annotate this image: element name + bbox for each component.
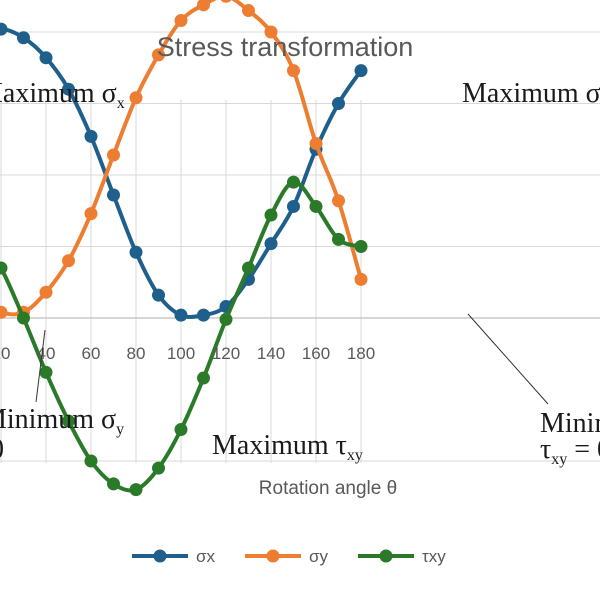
annotation-leader	[467, 313, 549, 405]
legend-label: τxy	[422, 547, 446, 566]
data-point	[84, 454, 98, 468]
data-point	[107, 477, 120, 491]
data-point	[197, 308, 210, 322]
legend-item-1: σx	[132, 547, 215, 566]
annotation-label: τxy = 0	[540, 434, 600, 468]
legend-item-3: τxy	[358, 547, 446, 566]
data-point	[332, 194, 345, 208]
annotation-label: Maximum τxy	[212, 430, 363, 464]
data-point	[354, 240, 368, 253]
data-point	[354, 64, 368, 78]
data-point	[0, 261, 8, 275]
x-tick-label: 80	[127, 344, 146, 363]
data-point	[220, 0, 232, 3]
x-tick-label: 40	[37, 344, 56, 363]
x-axis-title: Rotation angle θ	[259, 478, 397, 499]
x-tick-label: 120	[212, 344, 240, 363]
data-point	[17, 31, 30, 45]
legend-label: σx	[196, 547, 215, 566]
annotation-label: Maximum σx	[0, 78, 125, 112]
data-point	[264, 208, 278, 222]
data-point	[332, 97, 345, 110]
data-point	[287, 64, 300, 78]
data-point	[287, 199, 300, 213]
data-point	[152, 48, 165, 62]
x-tick-label: 100	[167, 344, 195, 363]
data-point	[62, 254, 75, 268]
legend: σx σy τxy	[132, 547, 446, 566]
data-point	[242, 261, 255, 275]
data-point	[332, 232, 345, 246]
data-point	[17, 311, 30, 325]
legend-swatch-marker	[379, 549, 393, 563]
data-point	[174, 14, 188, 28]
data-point	[309, 199, 323, 213]
data-point	[84, 129, 98, 143]
data-point	[107, 188, 120, 202]
series-3	[0, 175, 368, 497]
x-tick-label: 180	[347, 344, 375, 363]
data-point	[129, 245, 143, 259]
series-layer	[0, 0, 368, 497]
data-point	[152, 461, 165, 475]
data-point	[264, 25, 278, 39]
annotation-label: Minimum σy	[0, 404, 124, 438]
data-point	[354, 272, 368, 286]
annotation-leaders	[35, 313, 549, 405]
data-point	[219, 312, 233, 326]
data-point	[197, 371, 210, 385]
data-point	[242, 4, 255, 18]
legend-swatch-marker	[266, 549, 280, 563]
x-tick-labels: 20 40 60 80 100 120 140 160 180	[0, 344, 375, 363]
data-point	[39, 51, 53, 65]
annotations: Maximum σx Maximum σy Minimum σy Maximum τx…	[0, 78, 600, 468]
data-point	[39, 285, 53, 299]
data-point	[152, 288, 165, 302]
x-tick-label: 60	[82, 344, 101, 363]
data-point	[264, 237, 278, 251]
chart-title: Stress transformation	[157, 32, 414, 62]
data-point	[129, 483, 143, 497]
legend-swatch-marker	[153, 549, 167, 563]
x-tick-label: 20	[0, 344, 10, 363]
data-point	[309, 137, 323, 151]
data-point	[62, 82, 75, 96]
annotation-leader	[35, 329, 46, 403]
annotation-label: Minimum	[540, 408, 600, 439]
data-point	[39, 365, 53, 379]
annotation-label: Maximum σy	[462, 78, 600, 112]
data-point	[129, 91, 143, 105]
legend-item-2: σy	[245, 547, 328, 566]
data-point	[287, 175, 300, 189]
data-point	[0, 22, 8, 36]
legend-label: σy	[309, 547, 328, 566]
data-point	[174, 423, 188, 437]
annotation-label: 0	[0, 434, 4, 465]
data-point	[62, 414, 75, 428]
data-point	[197, 0, 210, 12]
gridlines	[0, 31, 600, 463]
data-point	[107, 148, 120, 162]
x-tick-label: 160	[302, 344, 330, 363]
data-point	[0, 305, 8, 319]
x-tick-label: 140	[257, 344, 285, 363]
data-point	[174, 308, 188, 322]
data-point	[84, 207, 98, 221]
